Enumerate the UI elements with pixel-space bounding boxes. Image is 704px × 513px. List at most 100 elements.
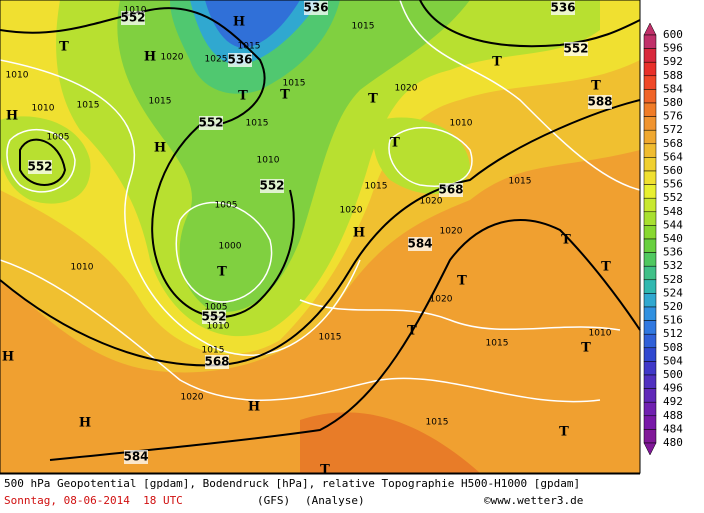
height-label: 552 [120,11,145,25]
legend-cell [643,75,657,90]
legend-cell [643,48,657,63]
pressure-center: T [217,265,227,280]
isobar-label: 1020 [395,84,418,94]
pressure-center: T [320,463,330,478]
isobar-label: 1020 [420,197,443,207]
legend-label: 480 [663,436,683,449]
legend-cell [643,102,657,117]
isobar-label: 1025 [205,55,228,65]
legend-label: 504 [663,354,683,367]
pressure-center: T [492,55,502,70]
map [0,0,641,473]
isobar-label: 1010 [207,322,230,332]
legend-cell [643,197,657,213]
color-legend: 6005965925885845805765725685645605565525… [643,22,683,456]
legend-label: 500 [663,368,683,381]
label-halo [124,450,148,464]
caption-title: 500 hPa Geopotential [gpdam], Bodendruck… [4,477,580,490]
legend-label: 580 [663,96,683,109]
legend-cell [643,415,657,430]
legend-label: 512 [663,327,683,340]
isobar-label: 1015 [238,42,261,52]
legend-arrow-bottom [643,442,657,456]
legend-cell [643,401,657,417]
legend-label: 596 [663,42,683,55]
pressure-center: T [601,260,611,275]
isobar-label: 1015 [486,339,509,349]
label-halo [588,95,612,109]
legend-cell [643,320,657,335]
label-halo [121,11,145,25]
pressure-center: T [59,40,69,55]
pressure-center: H [144,50,156,65]
pressure-center: H [248,400,260,415]
legend-label: 516 [663,314,683,327]
pressure-center: T [591,79,601,94]
pressure-center: T [238,89,248,104]
legend-label: 508 [663,341,683,354]
height-label: 536 [550,1,575,15]
pressure-center: T [280,88,290,103]
isobar-label: 1015 [319,333,342,343]
isobar-label: 1010 [124,6,147,16]
legend-label: 524 [663,286,683,299]
isobar-label: 1015 [246,119,269,129]
legend-cell [643,61,657,77]
legend-label: 564 [663,150,683,163]
legend-cell [643,265,657,281]
pressure-center: T [457,274,467,289]
isobar-label: 1000 [219,242,242,252]
isobar-label: 1010 [450,119,473,129]
height-label: 552 [198,116,223,130]
legend-cell [643,293,657,308]
label-halo [28,160,52,174]
isobar-label: 1010 [6,71,29,81]
legend-cell [643,225,657,240]
isobar-label: 1020 [340,206,363,216]
isobar-label: 1020 [440,227,463,237]
height-label: 584 [123,450,148,464]
isobar-label: 1010 [71,263,94,273]
isobar-label: 1020 [181,393,204,403]
legend-cell [643,34,657,49]
pressure-center: H [233,15,245,30]
legend-label: 572 [663,123,683,136]
legend-label: 592 [663,55,683,68]
label-halo [439,183,463,197]
height-label: 552 [259,179,284,193]
pressure-center: H [154,141,166,156]
legend-cell [643,170,657,185]
height-label: 536 [227,53,252,67]
isobar-label: 1015 [352,22,375,32]
label-halo [551,1,575,15]
isobar-label: 1015 [77,101,100,111]
height-label: 552 [27,160,52,174]
legend-label: 600 [663,28,683,41]
isobar-label: 1015 [283,79,306,89]
legend-cell [643,252,657,267]
legend-label: 492 [663,395,683,408]
caption-mode: (Analyse) [305,494,365,507]
legend-label: 568 [663,137,683,150]
legend-label: 588 [663,69,683,82]
isobar-label: 1020 [430,295,453,305]
pressure-center: H [2,350,14,365]
legend-label: 576 [663,110,683,123]
height-label: 568 [438,183,463,197]
legend-cell [643,279,657,294]
legend-label: 552 [663,191,683,204]
legend-label: 532 [663,259,683,272]
pressure-center: H [6,109,18,124]
legend-cell [643,388,657,403]
legend-cell [643,143,657,158]
caption-date: Sonntag, 08-06-2014 18 UTC [4,494,183,507]
label-halo [228,53,252,67]
legend-label: 536 [663,246,683,259]
legend-label: 484 [663,422,683,435]
legend-label: 520 [663,300,683,313]
isobar-label: 1020 [161,53,184,63]
isobar-label: 1015 [509,177,532,187]
legend-cell [643,361,657,376]
label-halo [408,237,432,251]
caption-credit: ©www.wetter3.de [484,494,583,507]
